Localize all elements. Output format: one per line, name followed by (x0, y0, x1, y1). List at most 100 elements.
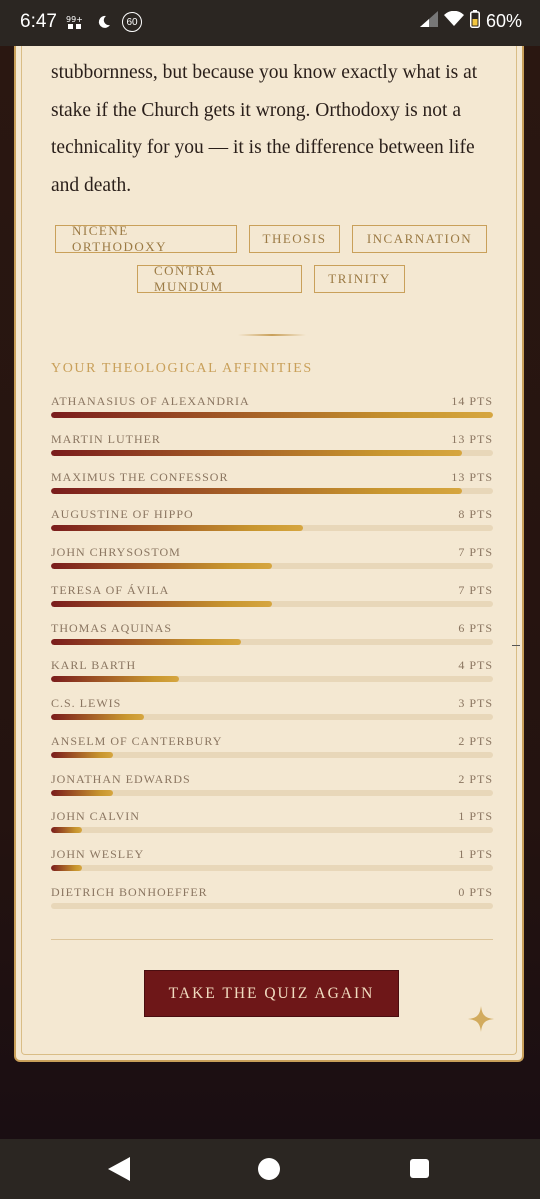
tag-trinity: TRINITY (314, 265, 405, 293)
affinity-bar-track (51, 902, 493, 909)
tag-contra-mundum: CONTRA MUNDUM (137, 263, 302, 294)
affinity-bar-track (51, 563, 493, 569)
affinity-row: JONATHAN EDWARDS 2 PTS (51, 772, 493, 808)
affinity-row: AUGUSTINE OF HIPPO 8 PTS (51, 507, 493, 543)
affinity-bar-fill (51, 714, 144, 720)
affinity-bar-track (51, 449, 493, 456)
status-icons-right: 60% (419, 10, 522, 33)
affinity-row: MAXIMUS THE CONFESSOR 13 PTS (51, 470, 493, 506)
affinity-row: C.S. LEWIS 3 PTS (51, 696, 493, 732)
affinity-bar-fill (51, 676, 180, 683)
divider (51, 939, 493, 940)
affinity-name: THOMAS AQUINAS (51, 620, 173, 635)
card-inner-border (21, 46, 517, 1055)
affinity-bar-track (51, 676, 493, 683)
affinity-bar-fill (51, 600, 272, 607)
affinity-points: 6 PTS (458, 620, 493, 635)
notification-badge-icon: 60 (122, 12, 142, 32)
affinity-name: MARTIN LUTHER (51, 431, 161, 446)
affinity-name: ANSELM OF CANTERBURY (51, 733, 223, 748)
affinity-points: 7 PTS (458, 582, 493, 597)
affinity-points: 13 PTS (451, 469, 493, 484)
divider-ornament (238, 334, 306, 336)
affinity-points: 2 PTS (458, 733, 493, 748)
affinity-row: JOHN WESLEY 1 PTS (51, 847, 493, 883)
affinity-row: ATHANASIUS OF ALEXANDRIA 14 PTS (51, 394, 493, 430)
affinity-row: MARTIN LUTHER 13 PTS (51, 432, 493, 468)
affinity-points: 7 PTS (458, 545, 493, 559)
scroll-indicator (512, 645, 520, 646)
wifi-icon (443, 10, 464, 32)
affinity-bar-fill (51, 827, 82, 834)
affinity-bar-track (51, 827, 493, 834)
affinity-points: 3 PTS (458, 696, 493, 710)
signal-icon (419, 11, 438, 32)
affinity-name: ATHANASIUS OF ALEXANDRIA (51, 394, 250, 408)
affinity-name: AUGUSTINE OF HIPPO (51, 507, 194, 522)
affinity-bar-track (51, 714, 493, 720)
sparkle-icon (468, 1006, 494, 1032)
affinity-row: TERESA OF ÁVILA 7 PTS (51, 583, 493, 619)
affinity-name: C.S. LEWIS (51, 696, 122, 710)
tag-incarnation: INCARNATION (352, 225, 487, 253)
affinity-points: 8 PTS (458, 507, 493, 522)
affinity-points: 2 PTS (458, 771, 493, 786)
affinity-bar-track (51, 412, 493, 418)
affinity-bar-fill (51, 638, 242, 645)
affinity-points: 4 PTS (458, 658, 493, 673)
affinity-points: 14 PTS (451, 394, 493, 408)
affinity-bar-fill (51, 412, 493, 418)
affinity-name: TERESA OF ÁVILA (51, 582, 170, 597)
affinity-name: KARL BARTH (51, 658, 137, 673)
affinity-row: KARL BARTH 4 PTS (51, 658, 493, 694)
tags-row-1: NICENE ORTHODOXY THEOSIS INCARNATION (16, 223, 526, 254)
affinity-bar-fill (51, 449, 463, 456)
affinity-bar-track (51, 487, 493, 494)
affinity-points: 1 PTS (458, 809, 493, 824)
affinity-points: 0 PTS (458, 884, 493, 899)
svg-text:99+: 99+ (66, 15, 83, 24)
affinity-row: THOMAS AQUINAS 6 PTS (51, 621, 493, 657)
affinity-bar-fill (51, 865, 82, 871)
status-bar: 6:47 99+ 60 60% (0, 0, 540, 46)
affinity-bar-fill (51, 789, 113, 796)
affinity-name: JONATHAN EDWARDS (51, 771, 191, 786)
battery-icon (469, 10, 480, 33)
tag-nicene-orthodoxy: NICENE ORTHODOXY (55, 223, 237, 254)
affinity-bar-fill (51, 563, 272, 569)
affinity-row: ANSELM OF CANTERBURY 2 PTS (51, 734, 493, 770)
affinity-row: JOHN CHRYSOSTOM 7 PTS (51, 545, 493, 581)
home-icon[interactable] (258, 1158, 280, 1180)
affinity-row: JOHN CALVIN 1 PTS (51, 809, 493, 845)
affinity-bar-track (51, 751, 493, 758)
status-time: 6:47 (20, 11, 57, 32)
system-nav-bar (0, 1139, 540, 1199)
affinity-name: JOHN CALVIN (51, 809, 140, 824)
tag-theosis: THEOSIS (249, 225, 340, 253)
result-description: stubbornness, but because you know exact… (51, 62, 478, 196)
affinity-name: JOHN CHRYSOSTOM (51, 545, 181, 559)
affinity-bar-track (51, 525, 493, 532)
affinity-bar-fill (51, 487, 463, 494)
moon-icon (94, 12, 114, 32)
back-icon[interactable] (108, 1157, 130, 1181)
affinity-name: DIETRICH BONHOEFFER (51, 884, 208, 899)
affinity-bar-fill (51, 525, 303, 532)
affinity-bar-track (51, 600, 493, 607)
affinity-row: DIETRICH BONHOEFFER 0 PTS (51, 885, 493, 921)
affinity-bar-fill (51, 751, 113, 758)
affinity-bar-track (51, 638, 493, 645)
take-quiz-again-button[interactable]: TAKE THE QUIZ AGAIN (144, 970, 399, 1017)
result-card: stubbornness, but because you know exact… (14, 46, 524, 1062)
affinity-bar-track (51, 789, 493, 796)
affinities-title: YOUR THEOLOGICAL AFFINITIES (51, 361, 313, 376)
affinity-name: MAXIMUS THE CONFESSOR (51, 469, 229, 484)
affinity-points: 1 PTS (458, 847, 493, 861)
recents-icon[interactable] (410, 1159, 429, 1178)
tags-row-2: CONTRA MUNDUM TRINITY (16, 263, 526, 294)
status-icons-left: 99+ 60 (66, 12, 142, 32)
affinity-points: 13 PTS (451, 431, 493, 446)
data-usage-icon: 99+ (66, 12, 86, 32)
affinity-bar-track (51, 865, 493, 871)
battery-percent: 60% (485, 11, 522, 31)
